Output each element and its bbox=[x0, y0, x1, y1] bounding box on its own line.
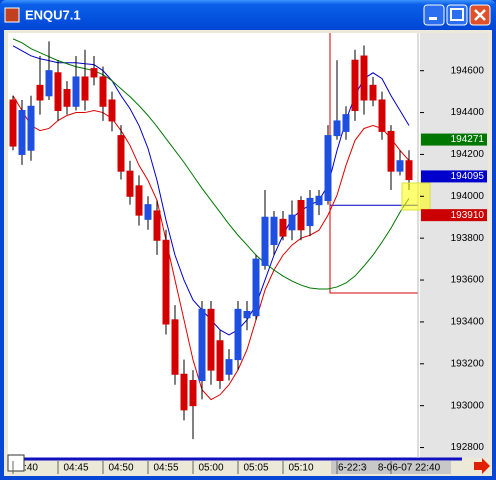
x-tick-label: 05:00 bbox=[198, 463, 223, 474]
candle-body bbox=[72, 76, 80, 107]
candle-body bbox=[144, 204, 152, 220]
price-marker-label: 194271 bbox=[451, 134, 485, 145]
scroll-arrow[interactable] bbox=[474, 458, 490, 474]
highlight bbox=[401, 182, 431, 211]
window-icon[interactable] bbox=[4, 7, 20, 23]
y-tick-label: 194000 bbox=[451, 191, 485, 202]
y-tick-label: 193800 bbox=[451, 233, 485, 244]
candle-body bbox=[207, 308, 215, 371]
chart-labels: 194600 194400 194200 194000 193800 193600 1934… bbox=[12, 65, 487, 474]
candle-body bbox=[90, 68, 98, 78]
price-marker bbox=[421, 133, 487, 146]
candle-body bbox=[243, 310, 251, 319]
checkbox[interactable] bbox=[7, 454, 25, 472]
reference-line bbox=[329, 33, 418, 294]
price-marker-label: 193910 bbox=[451, 210, 485, 221]
candle-body bbox=[180, 373, 188, 411]
candle-body bbox=[387, 130, 395, 172]
x-tick-label: 05:05 bbox=[243, 463, 268, 474]
candle-body bbox=[81, 76, 89, 101]
candle-body bbox=[288, 214, 296, 231]
title-bar bbox=[0, 0, 496, 30]
candle-body bbox=[369, 84, 377, 101]
candle-body bbox=[306, 197, 314, 227]
y-tick-label: 194200 bbox=[451, 149, 485, 160]
x-tick-label: 04:45 bbox=[63, 463, 88, 474]
candle-body bbox=[315, 195, 323, 206]
x-tick-label: :40 bbox=[24, 463, 38, 474]
candle-body bbox=[333, 120, 341, 137]
x-tick-box bbox=[367, 461, 451, 474]
candle-body bbox=[108, 99, 116, 122]
moving-average bbox=[12, 95, 410, 401]
candle-body bbox=[99, 76, 107, 107]
y-tick-label: 193600 bbox=[451, 275, 485, 286]
candle-body bbox=[279, 218, 287, 237]
candle-body bbox=[162, 239, 170, 325]
x-tick-label: 04:55 bbox=[153, 463, 178, 474]
candle-body bbox=[324, 135, 332, 201]
candle-body bbox=[342, 114, 350, 132]
candle-body bbox=[261, 216, 269, 266]
x-tick-label: 04:50 bbox=[108, 463, 133, 474]
candle-body bbox=[18, 109, 26, 155]
candle-body bbox=[270, 216, 278, 245]
candle-body bbox=[153, 210, 161, 241]
y-tick-label: 193200 bbox=[451, 358, 485, 369]
candle-body bbox=[396, 160, 404, 172]
candle-body bbox=[405, 160, 413, 181]
price-marker bbox=[421, 170, 487, 183]
maximize-button[interactable] bbox=[446, 4, 468, 26]
candle-body bbox=[54, 72, 62, 111]
price-marker bbox=[421, 209, 487, 222]
candle-body bbox=[45, 70, 53, 97]
candle-body bbox=[117, 135, 125, 172]
candle-body bbox=[135, 185, 143, 216]
y-tick-label: 192800 bbox=[451, 442, 485, 453]
candle-body bbox=[216, 340, 224, 382]
candle-body bbox=[36, 84, 44, 101]
close-button[interactable] bbox=[469, 4, 491, 26]
price-axis bbox=[420, 33, 488, 458]
chart bbox=[9, 33, 419, 458]
candle-body bbox=[171, 319, 179, 375]
candle-body bbox=[360, 55, 368, 101]
candle-body bbox=[297, 199, 305, 231]
moving-average bbox=[12, 38, 410, 290]
candle-body bbox=[225, 359, 233, 375]
y-tick-label: 193400 bbox=[451, 317, 485, 328]
window-title: ENQU7.1 bbox=[25, 7, 81, 22]
price-marker-label: 194095 bbox=[451, 171, 485, 182]
y-tick-label: 194600 bbox=[451, 65, 485, 76]
candle-body bbox=[63, 89, 71, 107]
x-tick-label: 8-06-07 22:40 bbox=[378, 463, 441, 474]
candle-body bbox=[378, 99, 386, 132]
candle-body bbox=[189, 380, 197, 407]
candle-body bbox=[351, 59, 359, 111]
candle-body bbox=[234, 308, 242, 361]
y-tick-label: 193000 bbox=[451, 400, 485, 411]
candle-body bbox=[252, 258, 260, 317]
minimize-button[interactable] bbox=[423, 4, 445, 26]
candle-body bbox=[27, 105, 35, 151]
x-tick-label: 05:10 bbox=[288, 463, 313, 474]
x-tick-label: 6-22:30 bbox=[338, 463, 372, 474]
candle-body bbox=[198, 308, 206, 382]
y-tick-label: 194400 bbox=[451, 107, 485, 118]
candle-body bbox=[126, 170, 134, 197]
candle-body bbox=[9, 99, 17, 147]
